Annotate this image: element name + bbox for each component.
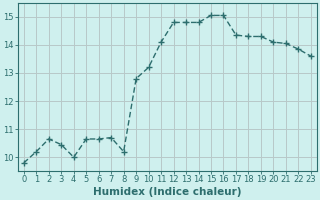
X-axis label: Humidex (Indice chaleur): Humidex (Indice chaleur) [93,187,242,197]
